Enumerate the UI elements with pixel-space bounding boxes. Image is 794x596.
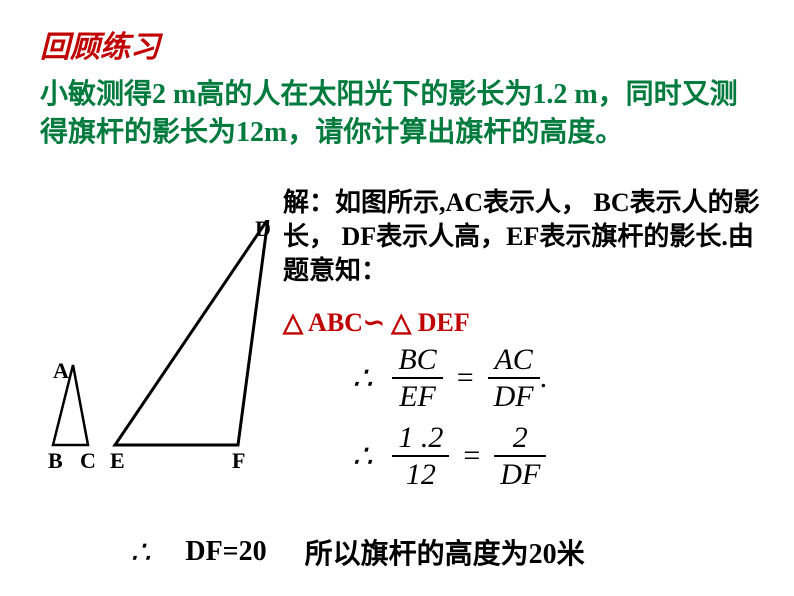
therefore-icon: ∴ bbox=[352, 359, 372, 397]
fraction-1point2-12: 1 .2 12 bbox=[392, 420, 449, 492]
triangle-def bbox=[115, 220, 268, 445]
fraction-2-df: 2 DF bbox=[494, 420, 546, 492]
label-e: E bbox=[110, 448, 125, 474]
therefore-icon: ∴ bbox=[352, 437, 372, 475]
denominator-df: DF bbox=[488, 379, 540, 414]
therefore-icon: ∴ bbox=[130, 533, 150, 571]
conclusion-row: ∴ DF=20 所以旗杆的高度为20米 bbox=[130, 532, 585, 572]
fraction-ac-df: AC DF bbox=[488, 342, 540, 414]
label-b: B bbox=[48, 448, 63, 474]
numerator-1point2: 1 .2 bbox=[392, 420, 449, 455]
section-title: 回顾练习 bbox=[40, 22, 160, 66]
period: . bbox=[540, 361, 548, 395]
denominator-12: 12 bbox=[400, 457, 442, 492]
denominator-df: DF bbox=[494, 457, 546, 492]
problem-statement: 小敏测得2 m高的人在太阳光下的影长为1.2 m，同时又测得旗杆的影长为12m，… bbox=[40, 76, 754, 152]
numerator-ac: AC bbox=[488, 342, 538, 377]
denominator-ef: EF bbox=[393, 379, 442, 414]
triangles-svg bbox=[40, 220, 290, 480]
equals-sign: = bbox=[457, 361, 474, 395]
df-result: DF=20 bbox=[185, 536, 266, 568]
equation-proportion: ∴ BC EF = AC DF . bbox=[352, 342, 547, 414]
triangle-diagram: A B C D E F bbox=[40, 220, 290, 480]
solution-explanation: 解：如图所示,AC表示人， BC表示人的影长， DF表示人高，EF表示旗杆的影长… bbox=[283, 186, 778, 287]
numerator-bc: BC bbox=[392, 342, 442, 377]
label-a: A bbox=[53, 358, 69, 384]
similarity-statement: △ ABC∽ △ DEF bbox=[283, 308, 470, 338]
label-c: C bbox=[80, 448, 96, 474]
equals-sign: = bbox=[463, 439, 480, 473]
numerator-2: 2 bbox=[507, 420, 534, 455]
label-f: F bbox=[232, 448, 245, 474]
final-answer: 所以旗杆的高度为20米 bbox=[305, 532, 585, 572]
fraction-bc-ef: BC EF bbox=[392, 342, 442, 414]
label-d: D bbox=[255, 216, 271, 242]
equation-substituted: ∴ 1 .2 12 = 2 DF bbox=[352, 420, 546, 492]
